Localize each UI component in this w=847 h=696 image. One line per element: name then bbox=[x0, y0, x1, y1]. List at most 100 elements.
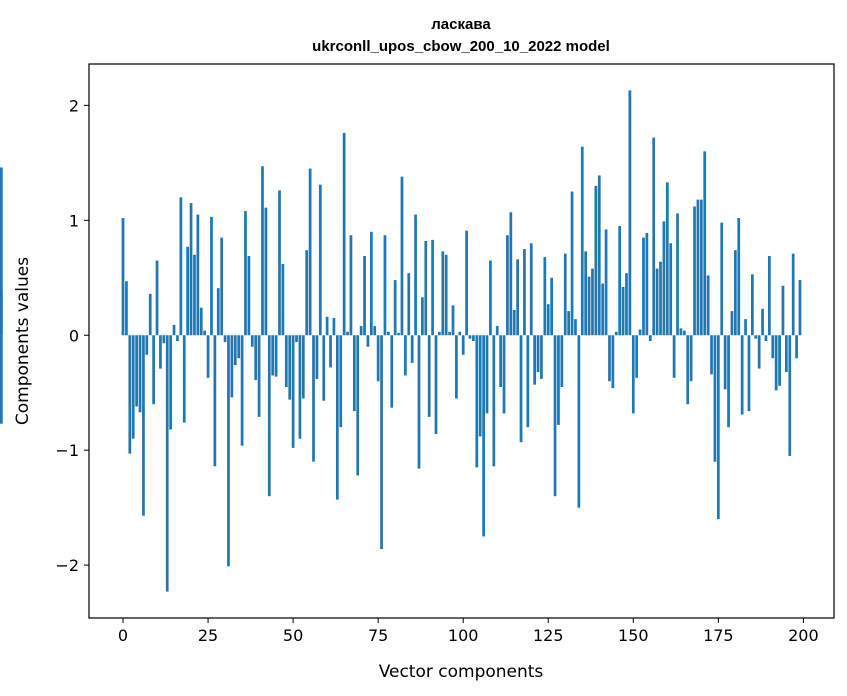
bar bbox=[448, 331, 451, 336]
bar bbox=[744, 319, 747, 336]
y-tick-label: 1 bbox=[69, 211, 79, 230]
bar bbox=[189, 203, 193, 336]
y-tick-label: 2 bbox=[69, 96, 79, 115]
bar bbox=[271, 335, 275, 376]
bar bbox=[482, 335, 485, 537]
bar bbox=[553, 335, 557, 497]
bar bbox=[199, 307, 203, 336]
bar bbox=[778, 335, 781, 386]
bar bbox=[312, 335, 315, 462]
bar bbox=[322, 335, 326, 401]
bar bbox=[577, 335, 581, 508]
bar bbox=[131, 335, 135, 439]
x-axis-label: Vector components bbox=[379, 662, 544, 682]
bar bbox=[764, 335, 768, 341]
bar bbox=[733, 250, 737, 336]
bar bbox=[458, 331, 462, 336]
bar bbox=[308, 168, 312, 336]
bar bbox=[550, 277, 554, 336]
bar bbox=[587, 276, 591, 336]
x-tick-label: 150 bbox=[618, 626, 649, 645]
bar bbox=[774, 335, 778, 391]
bar bbox=[359, 326, 363, 336]
bar bbox=[152, 335, 155, 405]
bar bbox=[267, 335, 271, 497]
bar bbox=[631, 335, 635, 414]
bar bbox=[584, 251, 588, 336]
bar bbox=[278, 190, 281, 336]
bar bbox=[298, 335, 302, 439]
bar bbox=[148, 293, 152, 336]
y-tick-label: −1 bbox=[55, 441, 79, 460]
bar bbox=[795, 335, 798, 359]
bar bbox=[730, 311, 734, 336]
bar bbox=[523, 249, 526, 336]
bar bbox=[451, 305, 455, 336]
bar bbox=[424, 241, 428, 336]
bar bbox=[567, 311, 571, 336]
bar bbox=[186, 246, 190, 336]
bar bbox=[281, 263, 285, 336]
x-axis-ticks: 0 25 50 75 100 125 150 175 200 bbox=[118, 618, 819, 645]
bar bbox=[485, 335, 489, 414]
bar bbox=[614, 331, 618, 336]
bar bbox=[373, 326, 377, 336]
bar bbox=[220, 237, 224, 336]
bar bbox=[434, 335, 438, 435]
bar bbox=[472, 335, 475, 341]
plot-frame bbox=[88, 63, 835, 619]
bar bbox=[761, 308, 764, 336]
bar bbox=[706, 275, 710, 336]
bar bbox=[693, 206, 696, 336]
bar bbox=[182, 335, 186, 423]
bar bbox=[125, 281, 128, 336]
bar bbox=[261, 166, 264, 336]
bar bbox=[431, 239, 434, 336]
bar bbox=[655, 268, 659, 336]
bar bbox=[723, 335, 727, 390]
bar bbox=[635, 335, 639, 378]
bar bbox=[196, 214, 200, 336]
bar bbox=[785, 335, 788, 373]
bar bbox=[193, 254, 196, 336]
bar bbox=[751, 274, 754, 336]
bar bbox=[244, 211, 247, 336]
bar bbox=[703, 151, 707, 336]
x-tick-label: 175 bbox=[703, 626, 734, 645]
bar bbox=[121, 218, 125, 336]
bar bbox=[781, 285, 785, 336]
bar bbox=[489, 260, 492, 336]
bar bbox=[213, 335, 217, 467]
bar bbox=[757, 335, 761, 369]
bar bbox=[710, 335, 713, 375]
bar bbox=[142, 335, 145, 516]
bar bbox=[516, 259, 519, 336]
bar bbox=[740, 335, 744, 415]
bar bbox=[461, 335, 465, 355]
bar bbox=[563, 253, 567, 336]
bar bbox=[604, 229, 608, 336]
bar bbox=[638, 329, 642, 336]
bar bbox=[686, 335, 690, 405]
bar bbox=[274, 335, 278, 377]
bar bbox=[383, 235, 387, 336]
bar bbox=[682, 330, 686, 336]
bar bbox=[512, 309, 516, 336]
bar bbox=[352, 335, 356, 412]
bar bbox=[594, 185, 598, 336]
bar bbox=[397, 332, 400, 336]
bar bbox=[713, 335, 717, 462]
bar bbox=[240, 335, 244, 446]
bar bbox=[254, 335, 258, 381]
bar bbox=[506, 235, 509, 336]
bar bbox=[250, 335, 254, 347]
bar bbox=[237, 335, 241, 359]
bar bbox=[179, 197, 183, 336]
bar bbox=[414, 214, 417, 336]
bar bbox=[325, 316, 329, 336]
bar bbox=[492, 335, 496, 467]
bar bbox=[699, 199, 703, 336]
bar bbox=[393, 280, 397, 336]
bar bbox=[716, 335, 720, 520]
